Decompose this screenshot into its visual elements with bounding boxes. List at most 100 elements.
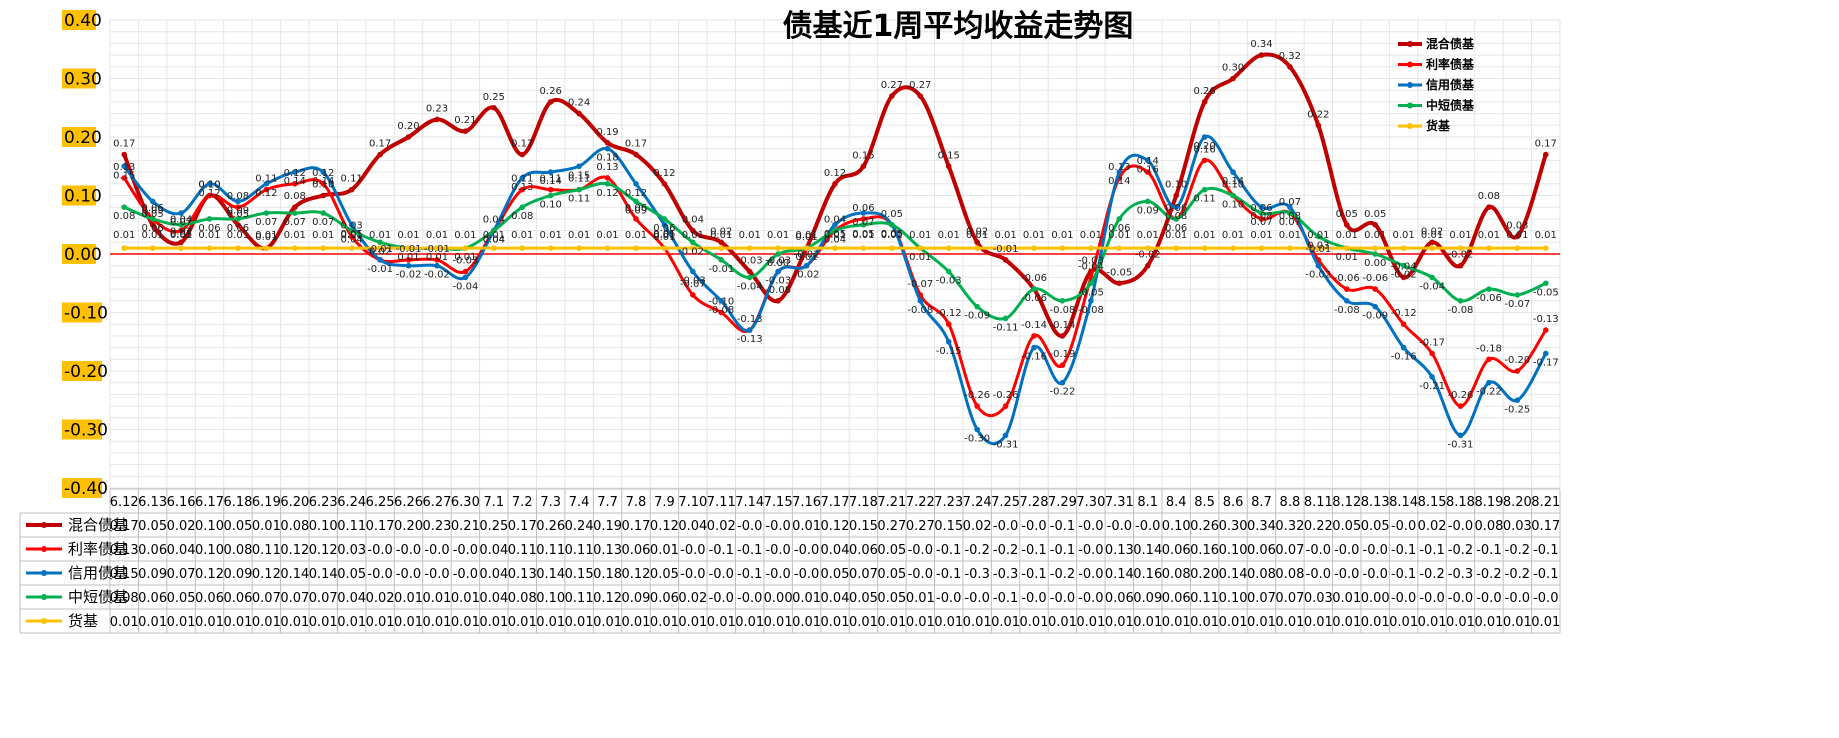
table-cell: 0.01	[1275, 615, 1304, 630]
data-label: 0.01	[1535, 230, 1557, 241]
data-point	[832, 221, 838, 228]
table-cell: 0.01	[422, 615, 451, 630]
data-label: 0.01	[1279, 230, 1301, 241]
data-point	[1372, 251, 1378, 257]
data-label: 0.05	[1336, 209, 1358, 220]
data-label: 0.06	[1165, 203, 1187, 214]
table-cell: -0.0	[424, 567, 449, 582]
table-cell: 0.08	[1247, 567, 1276, 582]
table-cell: 0.01	[735, 615, 764, 630]
x-tick-label: 7.2	[512, 495, 533, 510]
data-label: 0.12	[284, 168, 306, 179]
data-label: 0.05	[341, 229, 363, 240]
data-point	[519, 186, 526, 193]
data-label: 0.07	[1279, 217, 1301, 228]
data-point	[519, 245, 526, 251]
data-point	[206, 181, 213, 187]
table-cell: 0.01	[337, 615, 366, 630]
table-cell: -0.0	[737, 591, 762, 606]
x-tick-label: 7.10	[678, 495, 707, 510]
data-label: 0.01	[739, 230, 761, 241]
data-label: 0.15	[852, 150, 874, 161]
table-cell: 0.00	[1361, 591, 1390, 606]
x-tick-label: 8.6	[1223, 495, 1244, 510]
data-label: -0.22	[1476, 387, 1502, 398]
table-cell: -0.2	[1050, 567, 1075, 582]
data-label: 0.01	[994, 230, 1016, 241]
data-point	[661, 216, 668, 222]
data-label: 0.01	[1506, 230, 1528, 241]
data-label: 0.07	[852, 217, 874, 228]
table-cell: 0.06	[622, 543, 651, 558]
table-cell: -0.0	[709, 567, 734, 582]
table-cell: -0.0	[1419, 591, 1444, 606]
data-point	[1031, 286, 1037, 292]
data-label: -0.05	[1106, 267, 1132, 278]
x-tick-label: 7.18	[849, 495, 878, 510]
data-label: -0.18	[1476, 343, 1502, 354]
table-series-key-marker	[41, 546, 47, 552]
table-cell: 0.03	[337, 543, 366, 558]
data-label: -0.14	[1050, 320, 1076, 331]
x-tick-label: 6.17	[195, 495, 224, 510]
data-point	[377, 245, 383, 251]
data-point	[235, 221, 241, 228]
data-label: 0.01	[255, 230, 277, 241]
data-point	[661, 221, 668, 228]
data-label: 0.15	[938, 150, 960, 161]
x-tick-label: 7.31	[1105, 495, 1134, 510]
x-tick-label: 7.1	[483, 495, 504, 510]
data-point	[1457, 432, 1464, 439]
table-cell: -0.0	[1078, 519, 1103, 534]
data-point	[149, 198, 156, 205]
data-label: 0.01	[454, 230, 476, 241]
x-tick-label: 8.7	[1251, 495, 1272, 510]
data-point	[576, 163, 582, 170]
data-point	[1002, 315, 1009, 322]
table-cell: 0.12	[622, 567, 651, 582]
table-cell: 0.01	[110, 615, 139, 630]
table-cell: 0.01	[707, 615, 736, 630]
data-point	[377, 257, 383, 263]
table-cell: 0.12	[650, 519, 679, 534]
data-label: 0.05	[1364, 209, 1386, 220]
table-cell: -0.0	[908, 543, 933, 558]
table-cell: 0.01	[252, 519, 281, 534]
table-cell: 0.25	[479, 519, 508, 534]
data-point	[604, 175, 611, 181]
data-label: 0.01	[1336, 230, 1358, 241]
legend-marker	[1407, 41, 1413, 47]
data-point	[1088, 298, 1094, 304]
table-cell: 0.01	[934, 615, 963, 630]
data-point	[462, 274, 469, 281]
table-series-key-marker	[41, 570, 47, 576]
data-label: 0.16	[1137, 164, 1159, 175]
data-point	[1201, 186, 1208, 193]
table-cell: 0.04	[479, 567, 508, 582]
data-label: -0.06	[1334, 273, 1360, 284]
table-cell: -0.0	[964, 591, 989, 606]
table-cell: 0.02	[366, 591, 395, 606]
table-cell: 0.11	[337, 519, 366, 534]
data-label: 0.20	[1193, 141, 1215, 152]
y-tick-label: -0.40	[64, 479, 108, 499]
data-point	[1457, 262, 1464, 269]
data-label: 0.11	[341, 174, 363, 185]
data-label: 0.24	[568, 98, 590, 109]
table-cell: -0.1	[1533, 543, 1558, 558]
table-cell: 0.01	[1361, 615, 1390, 630]
data-label: -0.08	[708, 305, 734, 316]
data-point	[775, 268, 781, 275]
table-cell: -0.0	[396, 543, 421, 558]
table-cell: 0.10	[309, 519, 338, 534]
data-label: 0.12	[312, 168, 334, 179]
data-label: 0.05	[653, 229, 675, 240]
data-label: 0.02	[682, 246, 704, 257]
table-cell: 0.20	[1190, 567, 1219, 582]
table-cell: 0.06	[1247, 543, 1276, 558]
table-cell: 0.01	[1531, 615, 1560, 630]
table-cell: 0.01	[1332, 591, 1361, 606]
data-point	[917, 245, 924, 251]
table-cell: 0.01	[1076, 615, 1105, 630]
data-label: 0.01	[596, 230, 618, 241]
